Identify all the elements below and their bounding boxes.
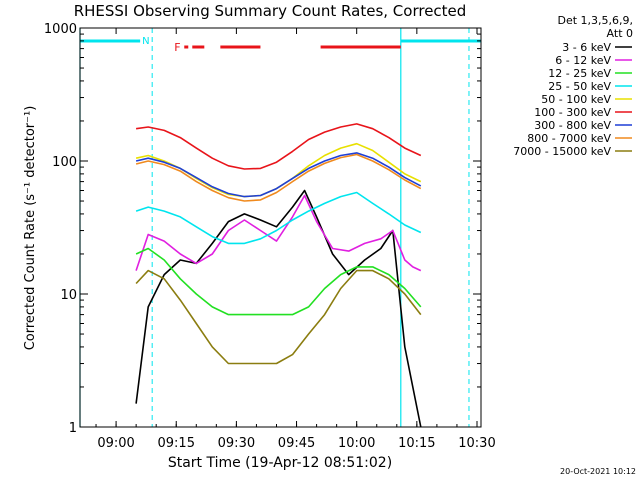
y-tick-label: 10 xyxy=(60,288,77,303)
y-tick-label: 1000 xyxy=(44,22,77,37)
y-tick-label: 1 xyxy=(69,421,77,436)
legend-header-line-1: Det 1,3,5,6,9, xyxy=(557,14,633,27)
footer-date: 20-Oct-2021 10:12 xyxy=(560,467,636,476)
series-line-300-800-kev xyxy=(135,152,422,198)
y-axis-ticks: 1 10 100 1000 xyxy=(44,22,481,436)
series-line-12-25-kev xyxy=(135,247,422,316)
series-line-25-50-kev xyxy=(135,191,422,245)
x-tick-label: 10:15 xyxy=(398,436,435,451)
legend-label: 7000 - 15000 keV xyxy=(513,145,611,158)
night-flag-label: N xyxy=(142,36,149,47)
x-tick-label: 09:30 xyxy=(218,436,255,451)
legend-label: 300 - 800 keV xyxy=(534,119,611,132)
y-axis-label: Corrected Count Rate (s⁻¹ detector⁻¹) xyxy=(23,106,38,351)
x-tick-label: 10:00 xyxy=(338,436,375,451)
legend-label: 3 - 6 keV xyxy=(562,41,611,54)
legend-label: 50 - 100 keV xyxy=(541,93,611,106)
series-line-6-12-kev xyxy=(135,194,422,272)
flare-flag-label: F xyxy=(174,41,180,54)
chart-title: RHESSI Observing Summary Count Rates, Co… xyxy=(74,2,467,20)
legend-label: 25 - 50 keV xyxy=(548,80,611,93)
plot-frame xyxy=(79,27,482,428)
y-tick-label: 100 xyxy=(52,155,77,170)
series-line-3-6-kev xyxy=(135,189,422,428)
x-axis-ticks: 09:00 09:15 09:30 09:45 10:00 10:15 10:30 xyxy=(95,28,496,451)
legend-label: 800 - 7000 keV xyxy=(527,132,611,145)
x-tick-label: 09:15 xyxy=(158,436,195,451)
x-tick-label: 09:45 xyxy=(278,436,315,451)
legend-header-line-2: Att 0 xyxy=(607,27,633,40)
series-line-800-7000-kev xyxy=(135,153,422,202)
x-tick-label: 09:00 xyxy=(97,436,134,451)
series-line-100-300-kev xyxy=(135,123,422,170)
legend-label: 6 - 12 keV xyxy=(555,54,611,67)
x-axis-label: Start Time (19-Apr-12 08:51:02) xyxy=(168,455,392,471)
legend-label: 12 - 25 keV xyxy=(548,67,611,80)
series-line-7000-15000-kev xyxy=(135,269,422,365)
legend-label: 100 - 300 keV xyxy=(534,106,611,119)
x-tick-label: 10:30 xyxy=(458,436,495,451)
